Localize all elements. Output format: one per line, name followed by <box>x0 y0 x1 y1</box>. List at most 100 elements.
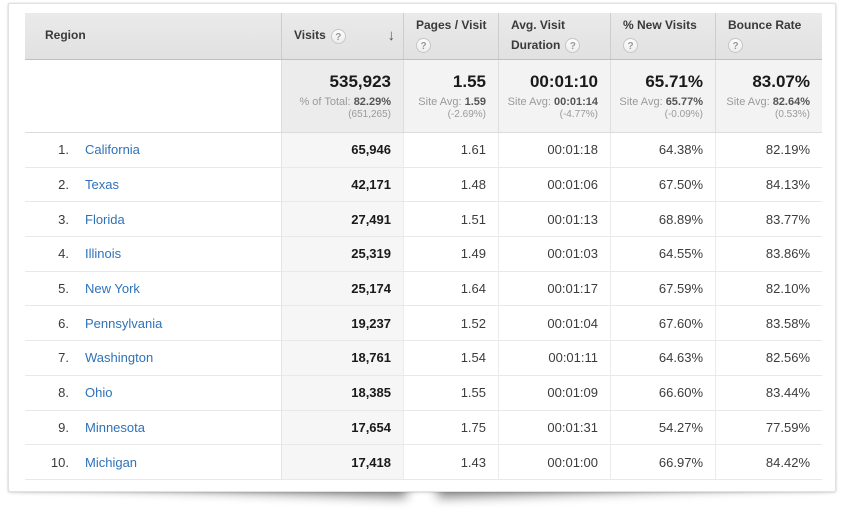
bounce-rate-cell: 77.59% <box>715 410 822 445</box>
table-row: 6. Pennsylvania 19,237 1.52 00:01:04 67.… <box>25 306 822 342</box>
summary-subtext: Site Avg: 00:01:14 <box>507 96 598 108</box>
region-cell: 7. Washington <box>25 341 281 375</box>
pages-per-visit-cell: 1.64 <box>403 271 498 306</box>
summary-region-cell <box>25 60 281 132</box>
row-rank: 6. <box>58 315 69 331</box>
visits-cell: 17,654 <box>281 410 403 445</box>
column-label: Pages / Visit <box>416 17 487 32</box>
pct-new-visits-cell: 64.55% <box>610 237 715 271</box>
column-header-visits[interactable]: Visits ? ↓ <box>281 13 403 59</box>
pct-new-visits-cell: 54.27% <box>610 410 715 445</box>
sort-descending-icon[interactable]: ↓ <box>387 27 396 45</box>
region-link[interactable]: Washington <box>85 350 154 366</box>
column-label: Region <box>45 28 86 43</box>
regions-report-table: Region Visits ? ↓ Pages / Visit ? Avg. V… <box>25 13 822 480</box>
row-rank: 7. <box>58 350 69 366</box>
region-link[interactable]: New York <box>85 281 140 297</box>
column-header-pages-per-visit[interactable]: Pages / Visit ? <box>403 13 498 59</box>
region-link[interactable]: Minnesota <box>85 419 145 435</box>
region-cell: 10. Michigan <box>25 445 281 479</box>
region-cell: 8. Ohio <box>25 376 281 410</box>
bounce-rate-cell: 82.10% <box>715 271 822 306</box>
region-cell: 4. Illinois <box>25 237 281 271</box>
column-label: Duration <box>511 37 561 52</box>
summary-paren: (0.53%) <box>774 109 810 120</box>
summary-value: 65.71% <box>645 72 703 91</box>
column-header-region[interactable]: Region <box>25 13 281 59</box>
table-row: 2. Texas 42,171 1.48 00:01:06 67.50% 84.… <box>25 167 822 203</box>
avg-visit-duration-cell: 00:01:13 <box>498 202 610 237</box>
region-link[interactable]: Texas <box>85 177 119 193</box>
avg-visit-duration-cell: 00:01:09 <box>498 375 610 410</box>
row-rank: 5. <box>58 281 69 297</box>
region-link[interactable]: Michigan <box>85 454 138 470</box>
help-icon[interactable]: ? <box>728 38 743 54</box>
summary-subtext: Site Avg: 82.64% <box>726 96 810 108</box>
pages-per-visit-cell: 1.61 <box>403 133 498 167</box>
column-label: Visits <box>294 28 326 43</box>
summary-paren: (-2.69%) <box>447 109 486 120</box>
bounce-rate-cell: 82.19% <box>715 133 822 167</box>
pages-per-visit-cell: 1.43 <box>403 445 498 479</box>
region-link[interactable]: Illinois <box>85 246 122 262</box>
table-row: 3. Florida 27,491 1.51 00:01:13 68.89% 8… <box>25 202 822 238</box>
pct-new-visits-cell: 68.89% <box>610 202 715 237</box>
table-row: 7. Washington 18,761 1.54 00:01:11 64.63… <box>25 341 822 376</box>
pages-per-visit-cell: 1.54 <box>403 341 498 375</box>
region-link[interactable]: Florida <box>85 211 125 227</box>
pct-new-visits-cell: 67.59% <box>610 271 715 306</box>
region-cell: 2. Texas <box>25 168 281 202</box>
column-header-bounce-rate[interactable]: Bounce Rate ? <box>715 13 822 59</box>
row-rank: 10. <box>50 454 69 470</box>
column-header-avg-visit-duration[interactable]: Avg. Visit Duration ? <box>498 13 610 59</box>
visits-cell: 27,491 <box>281 202 403 237</box>
table-body: 1. California 65,946 1.61 00:01:18 64.38… <box>25 133 822 480</box>
pages-per-visit-cell: 1.51 <box>403 202 498 237</box>
pct-new-visits-cell: 66.60% <box>610 375 715 410</box>
avg-visit-duration-cell: 00:01:03 <box>498 237 610 271</box>
bounce-rate-cell: 83.86% <box>715 237 822 271</box>
visits-cell: 25,174 <box>281 271 403 306</box>
region-link[interactable]: California <box>85 142 140 158</box>
column-label: % New Visits <box>623 17 697 32</box>
bounce-rate-cell: 84.42% <box>715 445 822 479</box>
column-header-pct-new-visits[interactable]: % New Visits ? <box>610 13 715 59</box>
help-icon[interactable]: ? <box>623 38 638 54</box>
summary-subtext: Site Avg: 1.59 <box>418 96 486 108</box>
visits-cell: 19,237 <box>281 306 403 341</box>
visits-cell: 25,319 <box>281 237 403 271</box>
pct-new-visits-cell: 64.63% <box>610 341 715 375</box>
table-row: 9. Minnesota 17,654 1.75 00:01:31 54.27%… <box>25 410 822 446</box>
avg-visit-duration-cell: 00:01:11 <box>498 341 610 375</box>
help-icon[interactable]: ? <box>330 28 346 44</box>
summary-pct-new-visits-cell: 65.71% Site Avg: 65.77% (-0.09%) <box>610 60 715 132</box>
row-rank: 4. <box>58 246 69 262</box>
analytics-table-panel: Region Visits ? ↓ Pages / Visit ? Avg. V… <box>8 3 836 492</box>
region-cell: 3. Florida <box>25 202 281 236</box>
summary-value: 83.07% <box>752 72 810 91</box>
pct-new-visits-cell: 67.60% <box>610 306 715 341</box>
avg-visit-duration-cell: 00:01:06 <box>498 167 610 202</box>
visits-cell: 65,946 <box>281 133 403 167</box>
visits-cell: 17,418 <box>281 445 403 479</box>
bounce-rate-cell: 83.58% <box>715 306 822 341</box>
region-link[interactable]: Pennsylvania <box>85 315 163 331</box>
row-rank: 9. <box>58 419 69 435</box>
table-summary-row: 535,923 % of Total: 82.29% (651,265) 1.5… <box>25 60 822 133</box>
summary-visits-cell: 535,923 % of Total: 82.29% (651,265) <box>281 60 403 132</box>
pages-per-visit-cell: 1.52 <box>403 306 498 341</box>
table-header-row: Region Visits ? ↓ Pages / Visit ? Avg. V… <box>25 13 822 60</box>
help-icon[interactable]: ? <box>416 38 431 54</box>
row-rank: 8. <box>58 385 69 401</box>
summary-value: 535,923 <box>329 72 391 91</box>
row-rank: 1. <box>58 142 69 158</box>
pages-per-visit-cell: 1.48 <box>403 167 498 202</box>
visits-cell: 42,171 <box>281 167 403 202</box>
table-row: 5. New York 25,174 1.64 00:01:17 67.59% … <box>25 271 822 307</box>
table-row: 10. Michigan 17,418 1.43 00:01:00 66.97%… <box>25 445 822 480</box>
help-icon[interactable]: ? <box>565 38 581 54</box>
avg-visit-duration-cell: 00:01:00 <box>498 445 610 479</box>
summary-subtext: % of Total: 82.29% <box>299 96 391 108</box>
table-row: 4. Illinois 25,319 1.49 00:01:03 64.55% … <box>25 237 822 272</box>
region-link[interactable]: Ohio <box>85 385 113 401</box>
